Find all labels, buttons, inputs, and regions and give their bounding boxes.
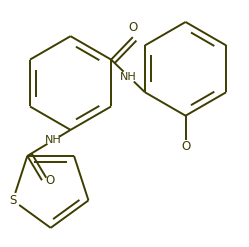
Text: NH: NH — [120, 72, 137, 82]
Text: O: O — [128, 21, 137, 34]
Text: O: O — [181, 141, 190, 153]
Text: S: S — [9, 194, 16, 207]
Text: O: O — [46, 174, 55, 187]
Text: NH: NH — [45, 135, 62, 145]
